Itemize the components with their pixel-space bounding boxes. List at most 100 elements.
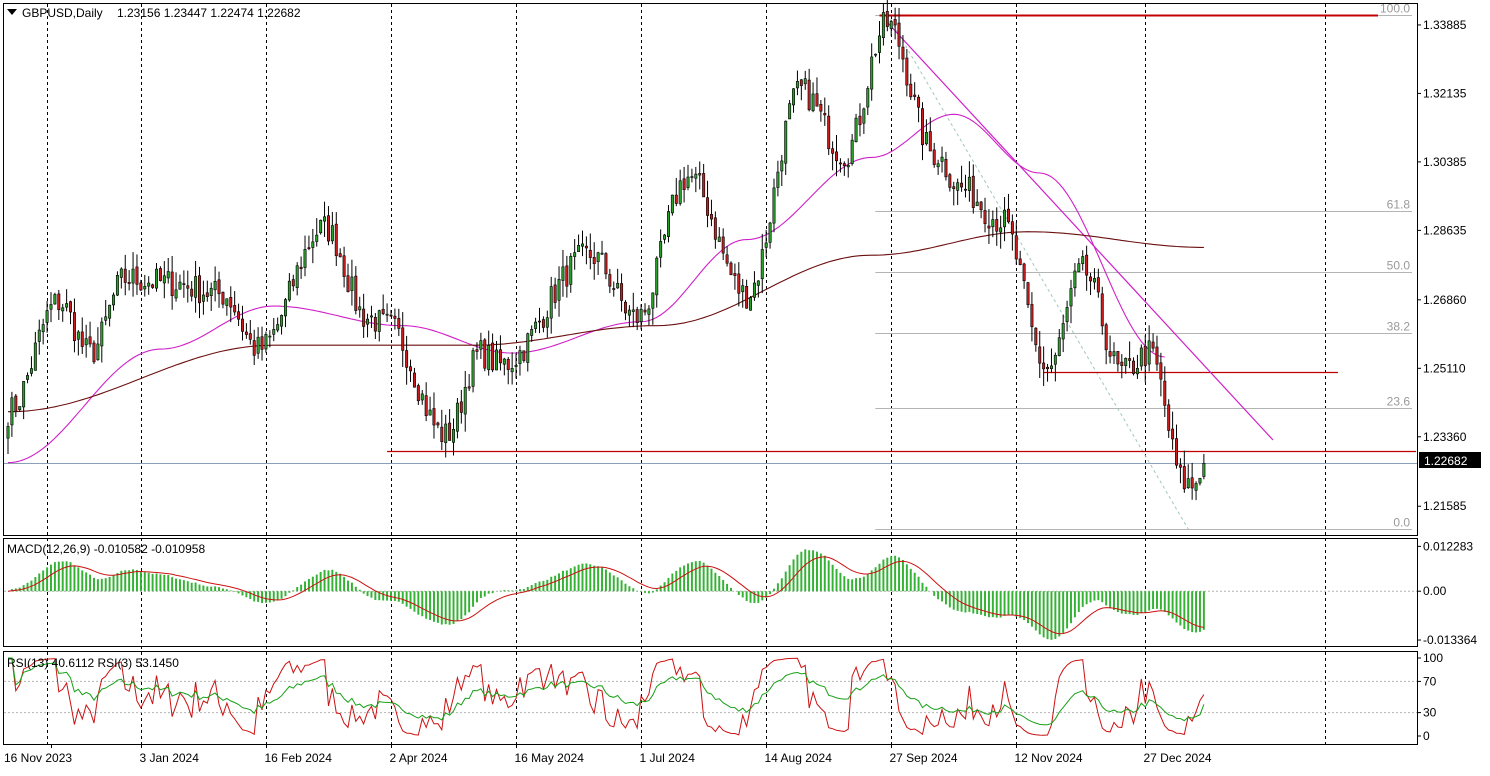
macd-label: MACD(12,26,9) -0.010582 -0.010958 <box>7 542 205 556</box>
candle-bull <box>600 252 604 255</box>
candle-bull <box>784 120 788 164</box>
y-tick-label: 1.26860 <box>1423 293 1467 307</box>
candle-bull <box>272 329 276 335</box>
candle-bull <box>878 35 881 53</box>
candle-bear <box>241 318 244 332</box>
candle-bull <box>670 194 674 214</box>
candle-bear <box>475 349 479 352</box>
candle-bull <box>33 342 37 371</box>
horizontal-levels <box>4 14 1417 464</box>
candle-bear <box>1018 258 1022 265</box>
candle-bear <box>1046 366 1050 370</box>
candle-bull <box>455 402 459 432</box>
candle-bear <box>1143 345 1147 366</box>
candle-bear <box>123 268 127 283</box>
candle-bull <box>975 201 979 207</box>
candle-bear <box>416 385 420 402</box>
candle-bull <box>1124 357 1128 366</box>
candle-bull <box>1077 263 1081 273</box>
candle-bull <box>1198 477 1202 484</box>
candle-bear <box>1022 263 1026 282</box>
candle-bull <box>213 281 217 291</box>
candle-bull <box>162 275 166 284</box>
candle-bull <box>479 340 483 350</box>
candle-bear <box>604 253 608 275</box>
candle-bull <box>377 310 381 332</box>
candle-bear <box>799 79 803 86</box>
candle-bull <box>104 316 108 321</box>
candle-bull <box>870 56 874 90</box>
candle-bear <box>182 283 186 285</box>
candle-bear <box>858 115 862 126</box>
rsi-tick-label: 70 <box>1423 674 1437 688</box>
candle-bear <box>436 422 440 426</box>
candle-bear <box>713 217 717 240</box>
candle-bull <box>1202 463 1206 477</box>
candle-bull <box>659 241 663 258</box>
candle-bear <box>674 194 678 204</box>
candle-bear <box>917 96 921 108</box>
candle-bear <box>432 408 436 426</box>
candle-bear <box>1155 346 1159 365</box>
candle-bear <box>389 314 393 317</box>
candle-bear <box>635 309 639 323</box>
candle-bear <box>1116 351 1120 365</box>
x-tick-label: 3 Jan 2024 <box>140 751 200 765</box>
candle-bull <box>1135 368 1139 375</box>
candle-bull <box>690 176 694 178</box>
candle-bull <box>280 315 284 327</box>
candle-bull <box>1147 340 1151 365</box>
candle-bull <box>1139 347 1143 367</box>
candle-bull <box>26 375 30 380</box>
candle-bear <box>483 339 487 369</box>
candle-bear <box>553 284 557 303</box>
candle-bull <box>502 358 506 365</box>
candle-bull <box>155 268 158 289</box>
candle-bull <box>768 222 772 243</box>
ohlc-values: 1.23156 1.23447 1.22474 1.22682 <box>117 6 301 20</box>
fib-level-label: 61.8 <box>1387 198 1411 212</box>
chart-menu-triangle-icon[interactable] <box>7 9 17 15</box>
candle-bear <box>624 301 627 314</box>
candle-bull <box>545 317 549 328</box>
candle-bear <box>186 285 190 289</box>
candle-bull <box>795 81 799 89</box>
rsi-series <box>4 657 1417 736</box>
candle-bear <box>1108 351 1112 357</box>
candle-bull <box>936 163 940 168</box>
candle-bear <box>897 22 901 47</box>
rsi-tick-label: 100 <box>1423 651 1443 665</box>
candle-bull <box>1092 278 1096 283</box>
candle-bear <box>1100 293 1104 327</box>
candle-bear <box>135 266 139 285</box>
fib-level-label: 23.6 <box>1387 395 1411 409</box>
fib-level-label: 100.0 <box>1380 2 1410 16</box>
candle-bear <box>80 331 84 347</box>
candle-bull <box>530 329 534 336</box>
candle-bear <box>831 148 835 154</box>
candle-bear <box>909 83 913 98</box>
candle-bear <box>1167 404 1171 431</box>
candle-bull <box>534 321 538 329</box>
x-tick-label: 14 Aug 2024 <box>765 751 833 765</box>
candle-bull <box>772 187 776 224</box>
candle-bear <box>1030 304 1034 328</box>
candle-bull <box>1186 478 1190 489</box>
candle-bull <box>569 255 573 285</box>
y-tick-label: 1.33885 <box>1423 18 1467 32</box>
candle-bear <box>409 366 413 372</box>
candle-bear <box>1026 282 1030 306</box>
candle-bear <box>979 201 983 211</box>
candle-bull <box>330 225 334 242</box>
candle-bear <box>709 214 713 220</box>
candle-bull <box>1069 288 1073 307</box>
candle-bull <box>846 164 850 168</box>
candle-bull <box>166 271 170 279</box>
candle-bear <box>307 247 311 249</box>
candle-bear <box>229 297 233 308</box>
candle-bull <box>350 276 354 291</box>
candle-bull <box>940 156 944 162</box>
candle-bear <box>381 308 385 314</box>
